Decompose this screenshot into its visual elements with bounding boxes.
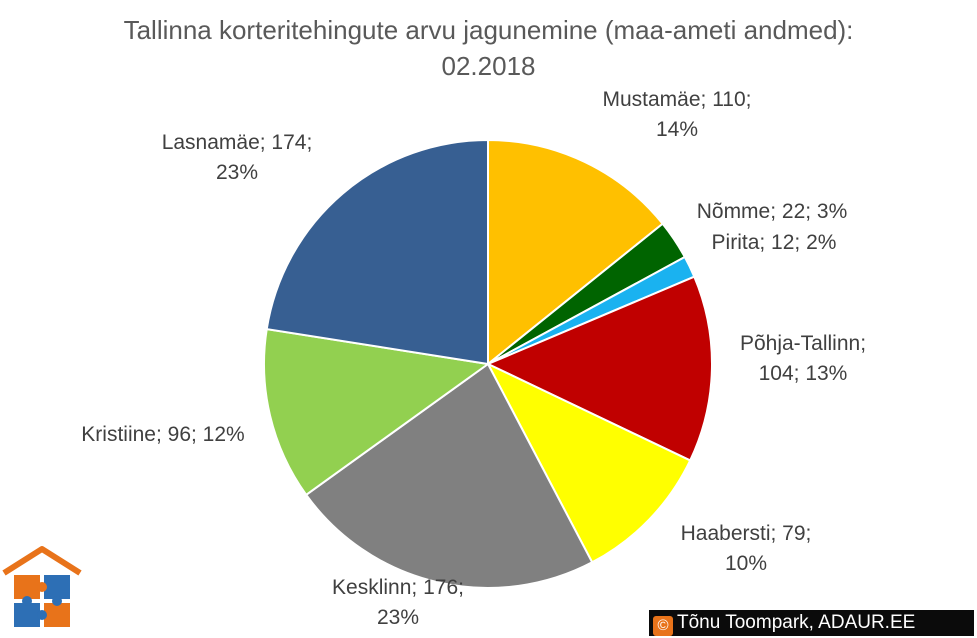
slice-label-kesklinn: Kesklinn; 176; 23% xyxy=(332,576,464,629)
slice-label-kristiine: Kristiine; 96; 12% xyxy=(81,423,245,446)
chart-title: Tallinna korteritehingute arvu jagunemin… xyxy=(123,15,854,81)
pie-slice-kristiine xyxy=(263,327,491,497)
house-puzzle-icon xyxy=(2,546,82,627)
slice-label-lasnamae: Lasnamäe; 174; 23% xyxy=(161,131,313,184)
pie-slice-lasnam-e xyxy=(265,138,489,366)
credit-text: Tõnu Toompark, ADAUR.EE xyxy=(677,612,916,633)
pie-slices xyxy=(263,138,713,589)
slice-label-nomme: Nõmme; 22; 3% xyxy=(696,200,848,223)
slice-label-pohja-tallinn: Põhja-Tallinn; 104; 13% xyxy=(739,332,867,385)
pie-slice-kesklinn xyxy=(304,362,594,589)
slice-label-haabersti: Haabersti; 79; 10% xyxy=(680,522,812,575)
copyright-credit: © Tõnu Toompark, ADAUR.EE xyxy=(649,610,974,636)
slice-label-mustamae: Mustamäe; 110; 14% xyxy=(602,88,752,141)
pie-slice-haabersti xyxy=(485,361,692,564)
pie-slice-p-hja-tallinn xyxy=(485,275,713,462)
slice-label-pirita: Pirita; 12; 2% xyxy=(711,231,837,254)
copyright-icon: © xyxy=(653,616,673,636)
pie-slice-mustam-e xyxy=(487,138,665,367)
